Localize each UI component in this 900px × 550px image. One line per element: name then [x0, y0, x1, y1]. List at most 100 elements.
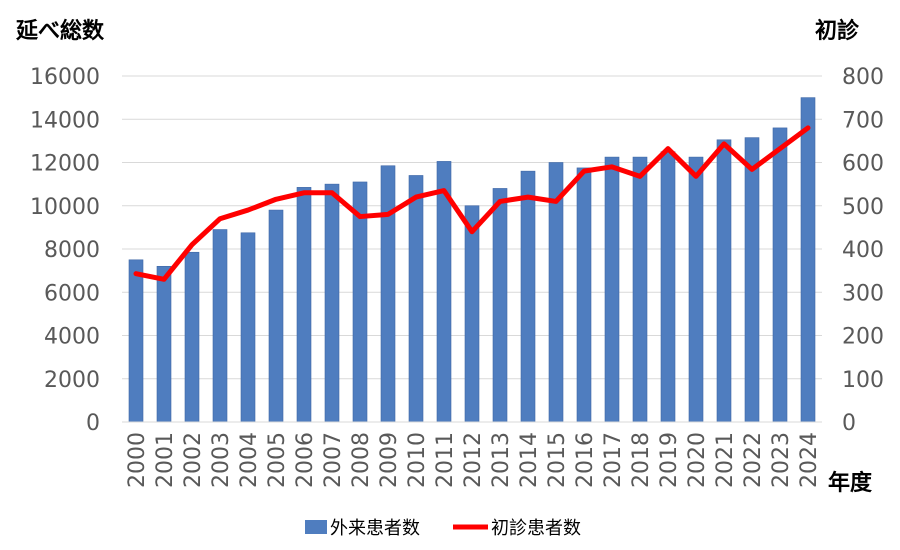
x-tick-label: 2013 — [489, 432, 514, 488]
line-point-2005 — [275, 198, 277, 200]
right-tick-label: 800 — [842, 65, 884, 90]
line-point-2022 — [751, 168, 753, 170]
x-tick-label: 2019 — [657, 432, 682, 488]
bar-2016 — [576, 167, 592, 423]
line-point-2004 — [247, 209, 249, 211]
right-tick-label: 100 — [842, 368, 884, 393]
line-point-2006 — [303, 192, 305, 194]
x-tick-label: 2003 — [209, 432, 234, 488]
x-tick-label: 2009 — [377, 432, 402, 488]
line-point-2019 — [667, 148, 669, 150]
bar-2007 — [324, 183, 340, 423]
x-tick-label: 2000 — [125, 432, 150, 488]
x-tick-label: 2016 — [573, 432, 598, 488]
x-tick-label: 2007 — [321, 432, 346, 488]
axes: 0 0 2000 100 4000 200 6000 300 8000 400 10000 500 12… — [30, 65, 884, 488]
x-tick-label: 2004 — [237, 432, 262, 488]
x-tick-label: 2015 — [545, 432, 570, 488]
right-tick-label: 200 — [842, 325, 884, 350]
x-tick-label: 2014 — [517, 432, 542, 488]
bar-2009 — [380, 165, 396, 423]
line-point-2018 — [639, 175, 641, 177]
line-point-2016 — [583, 170, 585, 172]
legend-line-label: 初診患者数 — [491, 518, 581, 539]
bar-2017 — [604, 156, 620, 423]
x-tick-label: 2011 — [433, 432, 458, 488]
right-tick-label: 400 — [842, 238, 884, 263]
bar-2024 — [800, 97, 816, 423]
x-axis-title: 年度 — [828, 470, 873, 496]
x-tick-label: 2017 — [601, 432, 626, 488]
line-point-2007 — [331, 192, 333, 194]
x-tick-label: 2005 — [265, 432, 290, 488]
x-tick-label: 2001 — [153, 432, 178, 488]
x-tick-label: 2022 — [741, 432, 766, 488]
left-tick-label: 12000 — [30, 152, 100, 177]
bar-2021 — [716, 139, 732, 423]
line-point-2014 — [527, 196, 529, 198]
right-tick-label: 700 — [842, 108, 884, 133]
bar-2020 — [688, 156, 704, 423]
bar-2002 — [184, 251, 200, 423]
line-point-2017 — [611, 166, 613, 168]
left-tick-label: 2000 — [44, 368, 100, 393]
right-axis-title: 初診 — [815, 18, 860, 44]
right-tick-label: 600 — [842, 152, 884, 177]
line-point-2011 — [443, 190, 445, 192]
line-point-2008 — [359, 216, 361, 218]
legend: 外来患者数 初診患者数 — [305, 518, 581, 539]
bar-2022 — [744, 137, 760, 423]
bar-2012 — [464, 205, 480, 423]
line-point-2012 — [471, 231, 473, 233]
line-point-2009 — [387, 213, 389, 215]
bar-2001 — [156, 265, 172, 423]
x-tick-label: 2002 — [181, 432, 206, 488]
left-tick-label: 10000 — [30, 195, 100, 220]
line-series — [133, 125, 811, 282]
left-axis-title: 延べ総数 — [15, 18, 105, 44]
x-tick-label: 2020 — [685, 432, 710, 488]
line-point-2003 — [219, 218, 221, 220]
bar-2014 — [520, 170, 536, 423]
line-point-2024 — [807, 127, 809, 129]
bar-2013 — [492, 188, 508, 423]
line-point-2020 — [695, 175, 697, 177]
left-tick-label: 16000 — [30, 65, 100, 90]
legend-bar-swatch — [305, 520, 327, 534]
x-tick-label: 2012 — [461, 432, 486, 488]
bar-2010 — [408, 175, 424, 423]
line-point-2001 — [163, 278, 165, 280]
line-point-2000 — [135, 273, 137, 275]
right-tick-label: 500 — [842, 195, 884, 220]
line-point-2015 — [555, 200, 557, 202]
right-tick-label: 300 — [842, 281, 884, 306]
line-point-2002 — [191, 244, 193, 246]
legend-bar-label: 外来患者数 — [330, 518, 420, 539]
bar-2006 — [296, 187, 312, 423]
left-tick-label: 0 — [86, 411, 100, 436]
left-tick-label: 6000 — [44, 281, 100, 306]
line-point-2013 — [499, 200, 501, 202]
x-tick-label: 2010 — [405, 432, 430, 488]
x-tick-label: 2023 — [769, 432, 794, 488]
x-tick-label: 2021 — [713, 432, 738, 488]
x-tick-label: 2018 — [629, 432, 654, 488]
right-tick-label: 0 — [842, 411, 856, 436]
bar-2005 — [268, 209, 284, 423]
bar-series — [128, 97, 816, 423]
x-tick-label: 2024 — [797, 432, 822, 488]
line-point-2021 — [723, 143, 725, 145]
left-tick-label: 4000 — [44, 325, 100, 350]
left-tick-label: 14000 — [30, 108, 100, 133]
bar-2019 — [660, 151, 676, 423]
bar-2018 — [632, 156, 648, 423]
left-tick-label: 8000 — [44, 238, 100, 263]
line-point-2010 — [415, 196, 417, 198]
line-point-2023 — [779, 148, 781, 150]
x-tick-label: 2006 — [293, 432, 318, 488]
bar-2023 — [772, 127, 788, 423]
bar-2003 — [212, 229, 228, 423]
bar-2000 — [128, 259, 144, 423]
